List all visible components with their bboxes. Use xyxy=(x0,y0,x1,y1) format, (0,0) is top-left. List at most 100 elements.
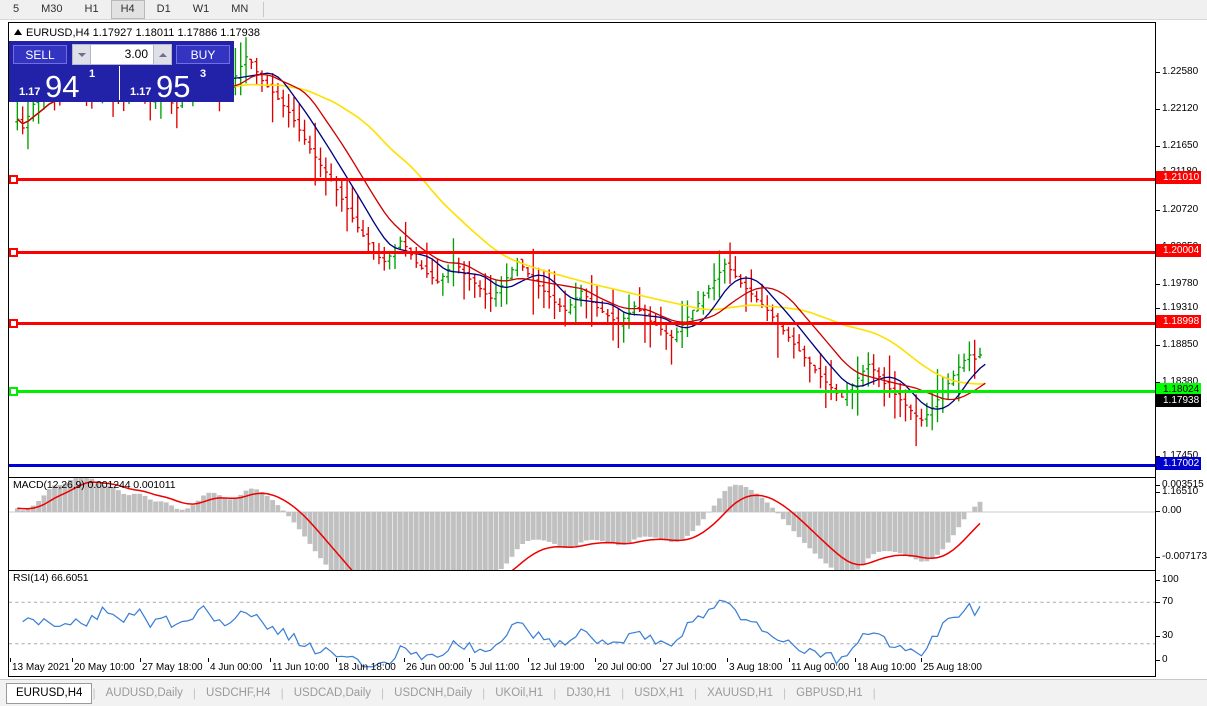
price-tick: 1.21650 xyxy=(1156,140,1207,152)
time-axis-label: 26 Jun 00:00 xyxy=(406,662,464,673)
price-tick: 100 xyxy=(1156,574,1207,586)
price-tick: 1.18850 xyxy=(1156,339,1207,351)
price-scale[interactable]: 1.225801.221201.216501.211801.207201.202… xyxy=(1155,22,1207,677)
chart-tab-ukoil-h1[interactable]: UKOil,H1 xyxy=(485,683,553,704)
volume-increment-button[interactable] xyxy=(153,45,171,64)
macd-label: MACD(12,26,9) 0.001244 0.001011 xyxy=(13,479,176,491)
price-tick: 0.003515 xyxy=(1156,479,1207,491)
tick-label: 0.00 xyxy=(1162,505,1181,517)
price-tick: 30 xyxy=(1156,630,1207,642)
hline-handle[interactable] xyxy=(9,387,18,396)
price-tag-1-18998[interactable]: 1.18998 xyxy=(1156,315,1201,328)
timeframe-h1[interactable]: H1 xyxy=(75,0,109,19)
time-axis-tick xyxy=(140,658,141,662)
chart-tab-usdcad-daily[interactable]: USDCAD,Daily xyxy=(284,683,381,704)
time-axis-label: 27 May 18:00 xyxy=(142,662,203,673)
volume-stepper[interactable]: 3.00 xyxy=(72,44,172,65)
volume-value[interactable]: 3.00 xyxy=(91,45,153,64)
price-tick: -0.007173 xyxy=(1156,551,1207,563)
chart-tab-gbpusd-h1[interactable]: GBPUSD,H1 xyxy=(786,683,872,704)
tick-mark xyxy=(1156,72,1160,73)
macd-plot xyxy=(9,478,1204,570)
tick-mark xyxy=(1156,580,1160,581)
price-tag-1-20004[interactable]: 1.20004 xyxy=(1156,244,1201,257)
one-click-trading-panel[interactable]: SELL 3.00 BUY 1.17 94 1 1.17 95 3 xyxy=(9,41,234,102)
sell-price-fraction: 1 xyxy=(89,68,95,80)
volume-decrement-button[interactable] xyxy=(73,45,91,64)
price-scale-main: 1.225801.221201.216501.211801.207201.202… xyxy=(1156,22,1207,477)
price-tick: 1.20720 xyxy=(1156,204,1207,216)
tick-mark xyxy=(1156,602,1160,603)
tick-label: 70 xyxy=(1162,596,1173,608)
time-axis-tick xyxy=(10,658,11,662)
hline-resistance-1-21010[interactable] xyxy=(9,178,1156,181)
tick-mark xyxy=(1156,308,1160,309)
price-tick: 1.19310 xyxy=(1156,302,1207,314)
chart-tab-dj30-h1[interactable]: DJ30,H1 xyxy=(556,683,621,704)
tick-mark xyxy=(1156,284,1160,285)
tick-label: -0.007173 xyxy=(1162,551,1207,563)
hline-handle[interactable] xyxy=(9,175,18,184)
hline-handle[interactable] xyxy=(9,248,18,257)
price-tick: 70 xyxy=(1156,596,1207,608)
tick-label: 1.21650 xyxy=(1162,140,1198,152)
rsi-pane[interactable]: RSI(14) 66.6051 xyxy=(9,571,1204,675)
chart-tab-usdcnh-daily[interactable]: USDCNH,Daily xyxy=(384,683,482,704)
chevron-down-icon xyxy=(78,53,86,57)
sell-button[interactable]: SELL xyxy=(13,45,67,64)
tick-mark xyxy=(1156,146,1160,147)
price-tag-1-17938[interactable]: 1.17938 xyxy=(1156,394,1201,407)
hline-handle[interactable] xyxy=(9,319,18,328)
tick-mark xyxy=(1156,636,1160,637)
hline-support-1-17002[interactable] xyxy=(9,464,1156,467)
tick-label: 1.18850 xyxy=(1162,339,1198,351)
collapse-triangle-icon[interactable] xyxy=(14,29,22,35)
chart-tab-bar: EURUSD,H4|AUDUSD,Daily|USDCHF,H4|USDCAD,… xyxy=(0,679,1207,706)
tick-mark xyxy=(1156,485,1160,486)
toolbar-separator xyxy=(263,2,264,17)
price-tick: 1.22580 xyxy=(1156,66,1207,78)
sell-price-big: 94 xyxy=(45,71,79,100)
timeframe-h4[interactable]: H4 xyxy=(111,0,145,19)
tick-mark xyxy=(1156,109,1160,110)
timeframe-d1[interactable]: D1 xyxy=(147,0,181,19)
chart-tab-xauusd-h1[interactable]: XAUUSD,H1 xyxy=(697,683,783,704)
chart-tab-usdx-h1[interactable]: USDX,H1 xyxy=(624,683,694,704)
time-axis-label: 25 Aug 18:00 xyxy=(923,662,982,673)
hline-support-1-18024[interactable] xyxy=(9,390,1156,393)
buy-price-prefix: 1.17 xyxy=(130,86,151,98)
tab-separator: | xyxy=(873,686,876,700)
chart-tab-eurusd-h4[interactable]: EURUSD,H4 xyxy=(6,683,92,704)
tick-label: 1.22120 xyxy=(1162,103,1198,115)
chart-tab-usdchf-h4[interactable]: USDCHF,H4 xyxy=(196,683,281,704)
macd-pane[interactable]: MACD(12,26,9) 0.001244 0.001011 xyxy=(9,478,1204,571)
buy-price-quote[interactable]: 1.17 95 3 xyxy=(122,66,232,100)
time-axis-tick xyxy=(270,658,271,662)
chart-area[interactable]: MACD(12,26,9) 0.001244 0.001011 RSI(14) … xyxy=(8,22,1204,677)
timeframe-mn[interactable]: MN xyxy=(221,0,258,19)
buy-price-fraction: 3 xyxy=(200,68,206,80)
buy-price-big: 95 xyxy=(156,71,190,100)
price-tag-1-21010[interactable]: 1.21010 xyxy=(1156,171,1201,184)
time-axis-label: 18 Jun 18:00 xyxy=(338,662,396,673)
timeframe-m30[interactable]: M30 xyxy=(31,0,72,19)
hline-resistance-1-20004[interactable] xyxy=(9,251,1156,254)
time-axis-tick xyxy=(727,658,728,662)
time-axis-tick xyxy=(528,658,529,662)
timeframe-w1[interactable]: W1 xyxy=(183,0,220,19)
time-axis-tick xyxy=(660,658,661,662)
chevron-up-icon xyxy=(159,53,167,57)
chart-tab-audusd-daily[interactable]: AUDUSD,Daily xyxy=(96,683,193,704)
hline-resistance-1-18998[interactable] xyxy=(9,322,1156,325)
tick-label: 30 xyxy=(1162,630,1173,642)
sell-price-quote[interactable]: 1.17 94 1 xyxy=(11,66,120,100)
time-axis-tick xyxy=(921,658,922,662)
time-axis-tick xyxy=(336,658,337,662)
buy-button[interactable]: BUY xyxy=(176,45,230,64)
timeframe-5[interactable]: 5 xyxy=(3,0,29,19)
price-tag-1-17002[interactable]: 1.17002 xyxy=(1156,457,1201,470)
time-axis-tick xyxy=(72,658,73,662)
price-tick: 1.19780 xyxy=(1156,278,1207,290)
tick-label: 1.20720 xyxy=(1162,204,1198,216)
